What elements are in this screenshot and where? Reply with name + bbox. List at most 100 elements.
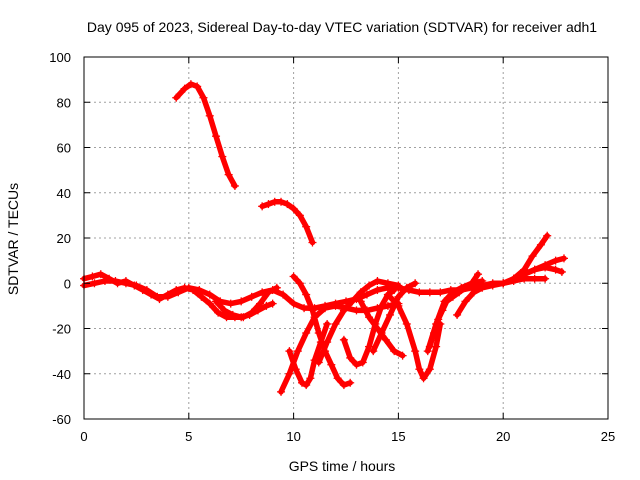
data-point [218, 152, 227, 161]
data-point [356, 297, 365, 306]
data-point [536, 240, 545, 249]
data-point [369, 347, 378, 356]
data-point [214, 308, 223, 317]
data-point [277, 387, 286, 396]
series-arc-2 [258, 197, 317, 247]
data-point [499, 279, 508, 288]
data-point [308, 306, 317, 315]
data-point [520, 270, 529, 279]
data-point [113, 279, 122, 288]
series-arc-16 [453, 274, 550, 319]
data-point [289, 299, 298, 308]
x-axis-label: GPS time / hours [289, 458, 396, 474]
data-point [469, 288, 478, 297]
series-band [454, 275, 548, 318]
data-point [180, 84, 189, 93]
data-point [155, 295, 164, 304]
data-point [262, 301, 271, 310]
series-band [213, 298, 276, 320]
x-tick-label: 25 [601, 429, 615, 444]
x-tick-label: 5 [185, 429, 192, 444]
data-point [130, 281, 139, 290]
series-arc-12 [369, 279, 420, 356]
data-point [314, 358, 323, 367]
data-point [373, 286, 382, 295]
data-point [197, 292, 206, 301]
data-point [172, 286, 181, 295]
data-point [264, 288, 273, 297]
data-point [327, 360, 336, 369]
x-tick-label: 10 [286, 429, 300, 444]
y-tick-label: 20 [57, 231, 71, 246]
data-point [306, 374, 315, 383]
data-point [402, 283, 411, 292]
data-point [88, 272, 97, 281]
data-point [541, 261, 550, 270]
data-point [488, 281, 497, 290]
data-point [180, 283, 189, 292]
data-point [295, 211, 304, 220]
data-point [551, 265, 560, 274]
data-point [541, 274, 550, 283]
data-point [425, 288, 434, 297]
data-point [398, 351, 407, 360]
data-point [226, 299, 235, 308]
data-point [186, 80, 195, 89]
data-point [285, 369, 294, 378]
data-point [346, 353, 355, 362]
data-point [394, 292, 403, 301]
data-point [455, 288, 464, 297]
data-point [373, 324, 382, 333]
y-tick-label: 80 [57, 95, 71, 110]
data-point [411, 347, 420, 356]
data-point [358, 358, 367, 367]
series-band [173, 81, 238, 189]
series-arc-1 [172, 80, 239, 190]
y-tick-label: 60 [57, 141, 71, 156]
data-point [302, 329, 311, 338]
data-point [172, 93, 181, 102]
data-point [423, 347, 432, 356]
data-point [461, 283, 470, 292]
data-point [230, 181, 239, 190]
data-point [478, 276, 487, 285]
data-point [205, 299, 214, 308]
data-point [528, 252, 537, 261]
data-point [478, 283, 487, 292]
data-point [300, 304, 309, 313]
data-point [285, 347, 294, 356]
data-point [551, 256, 560, 265]
data-point [430, 329, 439, 338]
data-point [268, 299, 277, 308]
data-point [442, 297, 451, 306]
data-point [377, 301, 386, 310]
data-point [425, 342, 434, 351]
series-arc-9 [314, 276, 403, 367]
data-point [557, 267, 566, 276]
data-point [402, 319, 411, 328]
y-tick-label: -60 [52, 412, 71, 427]
series-arc-15 [425, 270, 483, 351]
data-point [352, 306, 361, 315]
series-arc-19 [520, 254, 568, 279]
series-arc-8 [285, 319, 332, 390]
data-point [308, 238, 317, 247]
data-point [419, 374, 428, 383]
data-point [530, 274, 539, 283]
data-point [453, 310, 462, 319]
data-point [333, 374, 342, 383]
data-point [356, 288, 365, 297]
y-axis-label: SDTVAR / TECUs [5, 183, 21, 295]
data-point [377, 329, 386, 338]
data-point [436, 288, 445, 297]
data-point [193, 82, 202, 91]
data-point [321, 304, 330, 313]
data-point [352, 360, 361, 369]
data-point [293, 347, 302, 356]
x-tick-label: 20 [496, 429, 510, 444]
axis-ticks: 0 5 10 15 20 25 -60 -40 -20 0 20 40 60 80 100 [49, 50, 615, 444]
data-point [434, 315, 443, 324]
data-point [365, 342, 374, 351]
data-point [212, 132, 221, 141]
